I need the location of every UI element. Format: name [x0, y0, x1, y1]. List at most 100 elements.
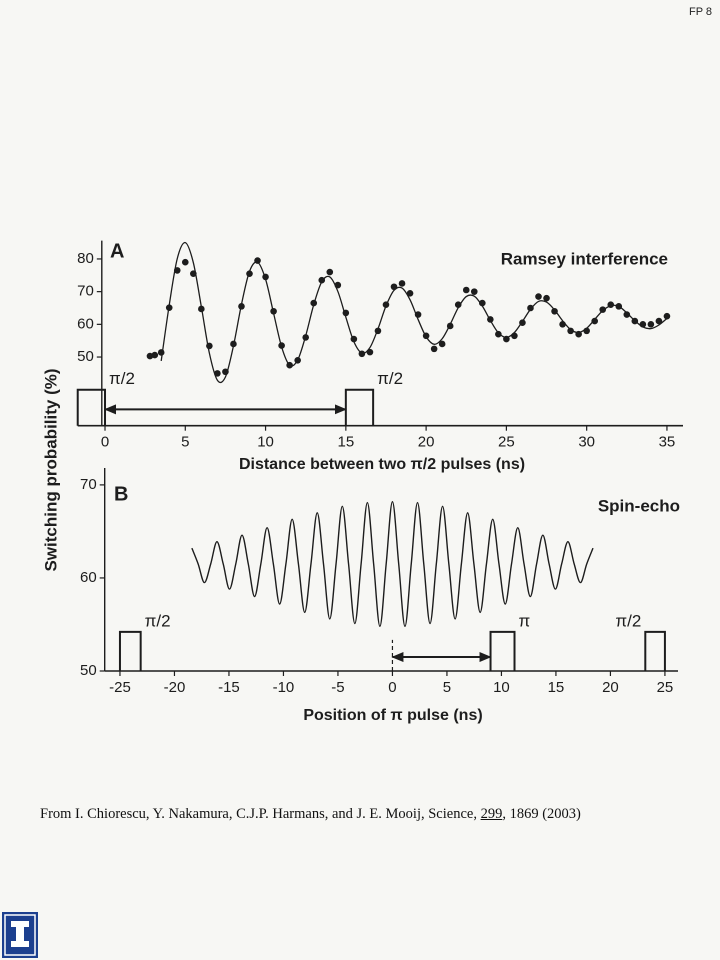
x-tick-label: -5 [331, 679, 344, 696]
citation: From I. Chiorescu, Y. Nakamura, C.J.P. H… [40, 806, 581, 823]
citation-text: , 1869 (2003) [502, 806, 581, 822]
x-axis-label: Position of π pulse (ns) [303, 707, 482, 724]
data-point [270, 307, 277, 315]
page-label: FP 8 [688, 6, 712, 18]
data-point [350, 335, 358, 343]
data-point [479, 299, 486, 307]
data-point [222, 368, 229, 376]
signal-line [191, 500, 594, 628]
data-point [190, 270, 197, 277]
data-point [262, 273, 269, 281]
data-point [390, 283, 398, 291]
data-point [503, 335, 510, 343]
data-point [334, 281, 342, 289]
fit-line [160, 241, 668, 384]
pulse [118, 630, 142, 671]
data-point [591, 317, 598, 325]
data-point [342, 309, 350, 317]
pulse-label: π/2 [109, 369, 135, 388]
pulse [489, 630, 516, 671]
data-point [165, 304, 173, 311]
x-tick-label: 0 [388, 679, 396, 696]
data-point [454, 301, 462, 309]
x-tick-label: -10 [273, 679, 295, 696]
x-tick-label: 15 [337, 434, 354, 451]
x-tick-label: 20 [418, 434, 435, 451]
data-point [631, 317, 639, 325]
data-point [366, 348, 374, 356]
data-point [663, 312, 671, 320]
data-point [382, 301, 390, 309]
data-point [181, 258, 189, 266]
data-point [430, 345, 438, 353]
citation-volume: 299 [480, 806, 503, 822]
data-point [615, 303, 623, 310]
data-point [583, 327, 590, 335]
x-tick-label: 10 [257, 434, 274, 451]
data-point [238, 303, 245, 310]
data-point [157, 349, 165, 356]
data-point [519, 319, 526, 327]
y-tick-label: 70 [77, 283, 94, 300]
pulse [644, 630, 666, 671]
y-tick-label: 50 [80, 662, 97, 679]
panel-label: A [110, 240, 124, 262]
annotation: Spin-echo [598, 496, 680, 515]
x-tick-label: 20 [602, 679, 619, 696]
x-tick-label: 5 [181, 434, 189, 451]
data-point [254, 257, 261, 264]
data-point [527, 304, 534, 312]
data-point [535, 293, 542, 300]
pulse-label: π/2 [615, 611, 641, 630]
data-point [462, 286, 470, 294]
data-point [414, 311, 422, 318]
x-tick-label: 15 [548, 679, 565, 696]
data-point [151, 351, 159, 359]
data-point [406, 289, 414, 297]
pulse-label: π/2 [377, 369, 403, 388]
data-point [470, 288, 478, 295]
data-point [278, 342, 285, 349]
x-axis-label: Distance between two π/2 pulses (ns) [239, 456, 525, 473]
data-point [551, 307, 558, 315]
y-axis-label: Switching probability (%) [41, 368, 60, 571]
pulse-label: π [519, 611, 531, 630]
data-point [398, 280, 406, 287]
y-tick-label: 50 [77, 348, 94, 365]
data-point [511, 332, 518, 340]
data-point [302, 334, 310, 341]
pulse [344, 388, 375, 426]
logo [2, 912, 38, 958]
data-point [374, 327, 382, 335]
data-point [318, 276, 326, 284]
x-tick-label: 30 [578, 434, 595, 451]
data-point [310, 299, 318, 307]
data-point [198, 305, 205, 313]
data-point [599, 306, 607, 313]
citation-text: From I. Chiorescu, Y. Nakamura, C.J.P. H… [40, 806, 481, 822]
x-tick-label: 0 [101, 434, 109, 451]
x-tick-label: 25 [498, 434, 515, 451]
x-tick-label: 10 [493, 679, 510, 696]
y-tick-label: 70 [80, 476, 97, 493]
data-point [246, 270, 253, 277]
data-point [422, 332, 430, 340]
data-point [173, 267, 181, 274]
x-tick-label: 5 [443, 679, 451, 696]
data-point [639, 321, 647, 328]
x-tick-label: 35 [659, 434, 676, 451]
x-tick-label: -20 [164, 679, 186, 696]
panel-label: B [114, 483, 128, 505]
data-point [286, 361, 293, 369]
data-point [230, 340, 237, 348]
data-point [214, 370, 221, 377]
x-tick-label: 25 [657, 679, 674, 696]
pulse [76, 388, 107, 426]
data-point [567, 327, 574, 335]
data-point [446, 322, 454, 330]
y-tick-label: 80 [77, 250, 94, 267]
x-tick-label: -25 [109, 679, 131, 696]
data-point [559, 321, 566, 328]
